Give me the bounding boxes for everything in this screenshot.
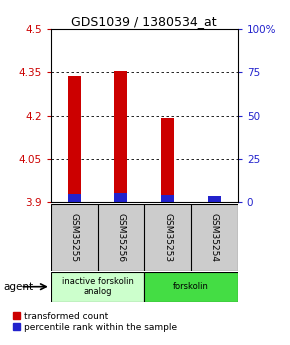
Bar bbox=[51, 272, 144, 302]
Bar bbox=[114, 71, 127, 202]
Text: GSM35254: GSM35254 bbox=[210, 213, 219, 262]
Text: forskolin: forskolin bbox=[173, 282, 209, 291]
Bar bbox=[208, 198, 221, 202]
Bar bbox=[161, 195, 174, 202]
Bar bbox=[68, 76, 81, 202]
Text: agent: agent bbox=[3, 282, 33, 292]
Text: inactive forskolin
analog: inactive forskolin analog bbox=[61, 277, 133, 296]
Bar bbox=[161, 118, 174, 202]
Text: GSM35253: GSM35253 bbox=[163, 213, 172, 262]
Title: GDS1039 / 1380534_at: GDS1039 / 1380534_at bbox=[71, 15, 217, 28]
Bar bbox=[144, 272, 238, 302]
Bar bbox=[208, 196, 221, 202]
Bar bbox=[68, 194, 81, 202]
Bar bbox=[114, 193, 127, 202]
Text: GSM35256: GSM35256 bbox=[116, 213, 125, 262]
Legend: transformed count, percentile rank within the sample: transformed count, percentile rank withi… bbox=[13, 312, 177, 332]
Text: GSM35255: GSM35255 bbox=[70, 213, 79, 262]
